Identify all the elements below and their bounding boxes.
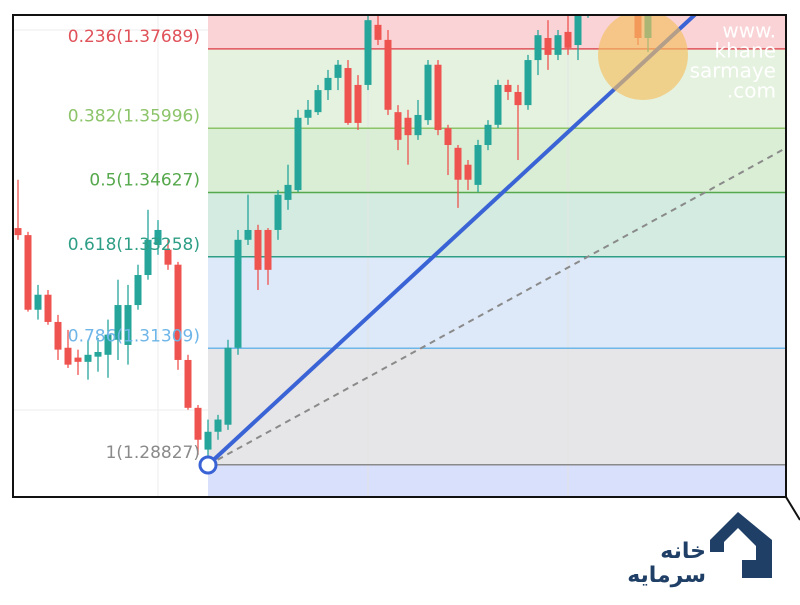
candles [14, 15, 652, 465]
grid [13, 15, 569, 497]
candle-body [494, 84, 502, 125]
watermark-text: sarmaye [690, 59, 776, 83]
candle-body [554, 35, 562, 55]
candle-body [234, 239, 242, 348]
drawings [198, 15, 786, 475]
candle-body [514, 91, 522, 106]
candle-body [104, 334, 112, 355]
watermark-text: www. [722, 19, 776, 43]
fib-level-label: 1(1.28827) [106, 443, 200, 463]
candle-body [464, 164, 472, 180]
candle-body [454, 147, 462, 180]
fib-level-label: 0.5(1.34627) [89, 171, 200, 191]
candle-body [444, 128, 452, 146]
candle-body [34, 294, 42, 310]
candle-body [184, 359, 192, 408]
logo: خانه سرمایه [627, 512, 772, 588]
candle-body [164, 249, 172, 265]
fib-level-label: 0.236(1.37689) [68, 27, 200, 47]
fib-zone [208, 15, 786, 49]
candle-body [324, 77, 332, 91]
candle-body [314, 90, 322, 113]
watermark-circle [598, 15, 688, 100]
candle-body [264, 229, 272, 270]
fib-level-label: 0.618(1.33258) [68, 235, 200, 255]
candle-body [44, 294, 52, 322]
candle-body [94, 351, 102, 357]
candle-body [204, 431, 212, 450]
fib-zone [208, 348, 786, 465]
candle-body [534, 35, 542, 61]
fib-levels [208, 48, 786, 466]
candle-body [124, 305, 132, 345]
candle-body [244, 229, 252, 240]
candle-body [564, 31, 572, 48]
watermark-text: khane [715, 39, 777, 63]
candle-body [114, 305, 122, 340]
candle-body [134, 275, 142, 306]
chart-frame [12, 14, 787, 498]
candle-body [424, 64, 432, 121]
candle-body [414, 114, 422, 136]
candle-body [384, 39, 392, 110]
fib-zone [208, 192, 786, 257]
candle-body [334, 64, 342, 78]
candle-body [74, 357, 82, 362]
logo-mark [710, 512, 772, 578]
fib-zone [208, 256, 786, 349]
candle-body [484, 124, 492, 146]
candle-body [394, 112, 402, 140]
candle-body [14, 228, 22, 236]
logo-text: خانه [660, 539, 706, 564]
fib-zone [208, 464, 786, 497]
candle-body [64, 347, 72, 365]
candle-body [214, 419, 222, 432]
candle-body [144, 239, 152, 276]
logo-text: سرمایه [627, 563, 706, 588]
candle-body [254, 229, 262, 270]
candle-body [304, 109, 312, 118]
anchor-point [198, 455, 218, 475]
candle-body [434, 64, 442, 130]
frame-corner [785, 496, 800, 521]
candle-body [194, 407, 202, 440]
candle-body [344, 68, 352, 123]
candle-body [544, 37, 552, 55]
candle-body [524, 60, 532, 106]
fib-level-label: 0.786(1.31309) [68, 326, 200, 346]
candle-body [174, 264, 182, 360]
candle-body [224, 347, 232, 425]
fib-labels: 0.236(1.37689) 0.382(1.35996) 0.5(1.34627)… [68, 27, 200, 463]
candle-body [364, 20, 372, 85]
candle-body [54, 321, 62, 350]
candle-body [274, 194, 282, 230]
watermark-text: .com [727, 79, 776, 103]
fib-zone [208, 128, 786, 193]
candle-body [284, 184, 292, 200]
candle-body [574, 15, 582, 46]
candle-body [294, 117, 302, 191]
candle-body [154, 229, 162, 245]
candle-body [374, 24, 382, 40]
candle-body [474, 145, 482, 185]
candle-body [404, 117, 412, 136]
candle-body [24, 235, 32, 310]
candle-body [504, 84, 512, 92]
candle-body [84, 354, 92, 362]
fib-level-label: 0.382(1.35996) [68, 106, 200, 126]
candle-body [354, 84, 362, 123]
